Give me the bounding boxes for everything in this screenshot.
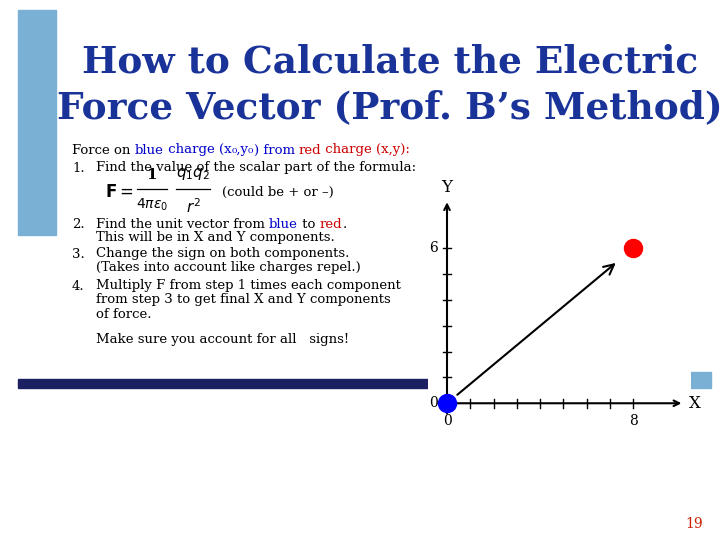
Text: ) from: ) from xyxy=(253,144,299,157)
Text: Find the value of the scalar part of the formula:: Find the value of the scalar part of the… xyxy=(96,161,416,174)
Text: Y: Y xyxy=(441,179,452,195)
Bar xyxy=(556,372,711,388)
Text: (Takes into account like charges repel.): (Takes into account like charges repel.) xyxy=(96,261,361,274)
Text: from step 3 to get final X and Y components: from step 3 to get final X and Y compone… xyxy=(96,294,391,307)
Text: 0: 0 xyxy=(429,396,438,410)
Text: 19: 19 xyxy=(685,517,703,531)
Text: charge (x,y):: charge (x,y): xyxy=(321,144,410,157)
Text: 0: 0 xyxy=(443,414,451,428)
Text: Multiply F from step 1 times each component: Multiply F from step 1 times each compon… xyxy=(96,280,401,293)
Text: blue: blue xyxy=(135,144,163,157)
Text: blue: blue xyxy=(269,218,298,231)
Text: Find the unit vector from: Find the unit vector from xyxy=(96,218,269,231)
Text: charge (x: charge (x xyxy=(163,144,231,157)
Text: This will be in X and Y components.: This will be in X and Y components. xyxy=(96,232,335,245)
Bar xyxy=(18,10,56,235)
Text: $q_1 q_2$: $q_1 q_2$ xyxy=(176,166,210,182)
Text: 8: 8 xyxy=(629,414,637,428)
Text: Force Vector (Prof. B’s Method): Force Vector (Prof. B’s Method) xyxy=(57,90,720,126)
Text: How to Calculate the Electric: How to Calculate the Electric xyxy=(82,44,698,80)
Text: (could be + or –): (could be + or –) xyxy=(222,186,334,199)
Text: 2.: 2. xyxy=(72,218,85,231)
Text: Make sure you account for all   signs!: Make sure you account for all signs! xyxy=(96,334,349,347)
Text: of force.: of force. xyxy=(96,307,151,321)
Text: X: X xyxy=(689,395,701,412)
Text: to: to xyxy=(298,218,320,231)
Text: red: red xyxy=(299,144,321,157)
Text: 3.: 3. xyxy=(72,247,85,260)
Text: 6: 6 xyxy=(429,241,438,255)
Text: red: red xyxy=(320,218,342,231)
Text: ₀,y₀: ₀,y₀ xyxy=(231,144,253,157)
Text: $4\pi\varepsilon_0$: $4\pi\varepsilon_0$ xyxy=(136,197,168,213)
Text: $\mathbf{F}=$: $\mathbf{F}=$ xyxy=(105,183,134,201)
Text: 1.: 1. xyxy=(72,161,85,174)
Text: Change the sign on both components.: Change the sign on both components. xyxy=(96,247,349,260)
Bar xyxy=(18,379,548,388)
Text: .: . xyxy=(342,218,346,231)
Text: 4.: 4. xyxy=(72,280,85,293)
Text: 1: 1 xyxy=(147,168,157,182)
Text: $r^2$: $r^2$ xyxy=(186,197,200,215)
Text: Force on: Force on xyxy=(72,144,135,157)
